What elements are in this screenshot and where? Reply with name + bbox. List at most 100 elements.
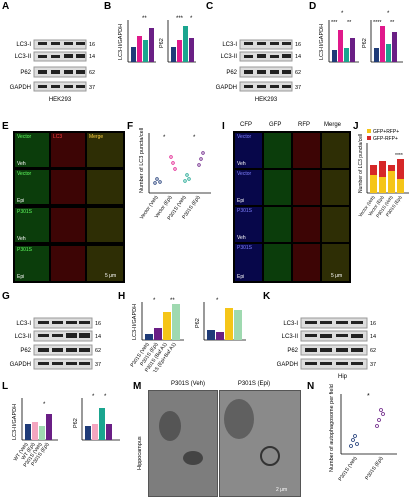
mw-label: 16 <box>89 42 95 48</box>
panel-label-n: N <box>307 381 315 392</box>
row-label: GAPDH <box>10 362 31 368</box>
panel-i-micrographs: Vector Veh Vector Epi P301S Veh P301S Ep… <box>233 131 351 283</box>
panel-label-a: A <box>2 1 10 12</box>
condition-label: Veh <box>17 236 26 242</box>
row-label: LC3-II <box>282 334 299 340</box>
micro-title-left: P301S (Veh) <box>170 381 206 387</box>
channel-header: RFP <box>298 122 310 128</box>
channel-label: Merge <box>89 134 104 140</box>
mw-label: 14 <box>89 54 95 60</box>
row-label: LC3-I <box>16 42 31 48</box>
panel-a-blot: LC3-I LC3-II P62 GAPDH 16 14 62 37 HEK29… <box>10 39 95 103</box>
significance-marker: * <box>104 394 107 400</box>
bar <box>137 36 142 62</box>
y-axis-label: P62 <box>195 318 201 328</box>
significance-marker: * <box>216 298 219 304</box>
condition-label: Veh <box>237 161 246 167</box>
significance-marker: * <box>43 402 46 408</box>
row-label: GAPDH <box>10 85 31 91</box>
x-tick-label: P301S (Veh) <box>337 455 358 482</box>
svg-text:**: ** <box>347 20 352 26</box>
panel-label-b: B <box>104 1 112 12</box>
scale-bar: 2 μm <box>276 487 288 493</box>
bar <box>131 47 136 62</box>
em-image-veh <box>148 390 218 497</box>
significance-marker: * <box>163 135 166 141</box>
condition-label: Epi <box>237 274 245 280</box>
significance-marker: * <box>153 298 156 304</box>
cell-line-caption: HEK293 <box>255 97 278 103</box>
y-axis-label: LC3-II/GAPDH <box>12 404 18 440</box>
panel-n-chart: * Number of autophagosome per field P301… <box>329 384 397 482</box>
mw-label: 37 <box>95 362 101 368</box>
y-axis-label: Number of autophagosome per field <box>329 384 335 472</box>
y-axis-label: Number of LC3 puncta/cell <box>358 134 364 193</box>
significance-marker: * <box>367 393 370 400</box>
bar <box>143 40 148 62</box>
row-label: LC3-II <box>221 54 238 60</box>
scale-bar: 5 μm <box>331 273 343 279</box>
mw-label: 62 <box>89 70 95 76</box>
panel-h-chart: * ** LC3-II/GAPDH * P62 P301S (Veh) P301… <box>129 298 246 372</box>
svg-text:P62: P62 <box>159 38 165 48</box>
significance-marker: * <box>193 135 196 141</box>
channel-header: Merge <box>324 122 342 128</box>
panel-g-blot: LC3-I LC3-II P62 GAPDH 16 14 62 37 <box>10 317 101 370</box>
significance-marker: * <box>92 394 95 400</box>
row-label: LC3-I <box>16 321 31 327</box>
row-label: P301S <box>17 247 33 253</box>
row-label: LC3-I <box>222 42 237 48</box>
row-label: GAPDH <box>277 362 298 368</box>
condition-label: Epi <box>17 198 25 204</box>
scale-bar: 5 μm <box>105 273 117 279</box>
row-label: P62 <box>20 348 31 354</box>
row-label: P301S <box>17 209 33 215</box>
panel-l-chart: * LC3-II/GAPDH * * P62 WT (Veh) WT (Epi)… <box>12 394 120 468</box>
mw-label: 16 <box>95 321 101 327</box>
mw-label: 62 <box>95 348 101 354</box>
tissue-caption: Hip <box>338 374 348 380</box>
panel-label-m: M <box>133 381 142 392</box>
row-label: P62 <box>20 70 31 76</box>
panel-f-chart: * * Number of LC3 puncta/cell Vector (Ve… <box>139 128 211 221</box>
svg-text:*: * <box>341 11 344 17</box>
channel-label: LC3 <box>53 134 63 140</box>
mw-label: 62 <box>370 348 376 354</box>
panel-label-f: F <box>127 121 134 132</box>
row-label: P62 <box>226 70 237 76</box>
panel-label-d: D <box>309 1 317 12</box>
channel-header: CFP <box>240 122 252 128</box>
svg-text:****: **** <box>373 20 382 26</box>
mw-label: 16 <box>295 42 301 48</box>
svg-text:P62: P62 <box>362 38 368 48</box>
legend-item: GFP+RFP+ <box>373 129 399 135</box>
em-image-epi: 2 μm <box>219 390 301 497</box>
row-label: Vector <box>237 134 252 140</box>
bar <box>149 28 154 62</box>
svg-text:***: *** <box>176 16 184 22</box>
mw-label: 37 <box>370 362 376 368</box>
panel-k-blot: LC3-I LC3-II P62 GAPDH 16 14 62 37 <box>277 317 376 370</box>
y-axis-label: LC3-II/GAPDH <box>319 24 325 60</box>
svg-text:*: * <box>190 16 193 22</box>
significance-marker: **** <box>395 153 403 159</box>
svg-text:**: ** <box>390 20 395 26</box>
channel-header: GFP <box>269 122 282 128</box>
condition-label: Epi <box>237 198 245 204</box>
svg-text:***: *** <box>331 20 338 26</box>
panel-label-g: G <box>2 291 10 302</box>
panel-c-blot: LC3-I LC3-II P62 GAPDH 16 14 62 37 HEK29… <box>216 39 301 103</box>
mw-label: 14 <box>95 334 101 340</box>
cell-line-caption: HEK293 <box>49 97 72 103</box>
legend-item: GFP-RFP+ <box>373 136 398 142</box>
panel-b-chart: ** LC3-II/GAPDH *** * P62 <box>118 16 196 63</box>
y-axis-label: LC3-II/GAPDH <box>132 304 138 340</box>
svg-text:*: * <box>387 11 390 17</box>
panel-label-i: I <box>222 121 225 132</box>
y-axis-label: Number of LC3 puncta/cell <box>139 128 145 193</box>
condition-label: Veh <box>17 161 26 167</box>
row-label: Vector <box>17 134 32 140</box>
row-label: LC3-II <box>15 54 32 60</box>
panel-label-e: E <box>2 121 9 132</box>
mw-label: 37 <box>89 85 95 91</box>
